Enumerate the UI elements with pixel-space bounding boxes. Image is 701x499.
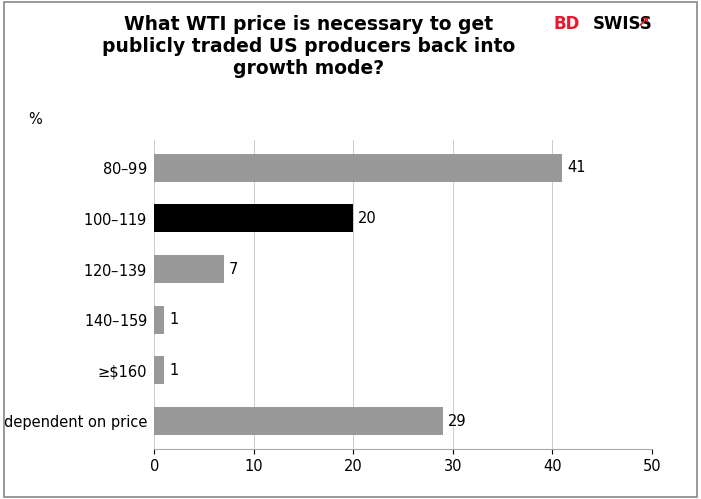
Bar (154, 154, 562, 182)
Text: 7: 7 (229, 261, 238, 276)
Text: SWISS: SWISS (592, 15, 652, 33)
Text: ↗: ↗ (637, 15, 649, 30)
Bar (154, 255, 224, 283)
Bar (154, 407, 443, 435)
Text: %: % (28, 112, 42, 127)
Text: What WTI price is necessary to get
publicly traded US producers back into
growth: What WTI price is necessary to get publi… (102, 15, 515, 78)
Text: 29: 29 (448, 414, 466, 429)
Text: BD: BD (554, 15, 580, 33)
Text: 41: 41 (567, 160, 586, 175)
Text: 20: 20 (358, 211, 377, 226)
Bar (154, 306, 164, 334)
Text: 1: 1 (169, 363, 178, 378)
Text: 1: 1 (169, 312, 178, 327)
Bar (154, 356, 164, 384)
Bar (154, 205, 353, 233)
